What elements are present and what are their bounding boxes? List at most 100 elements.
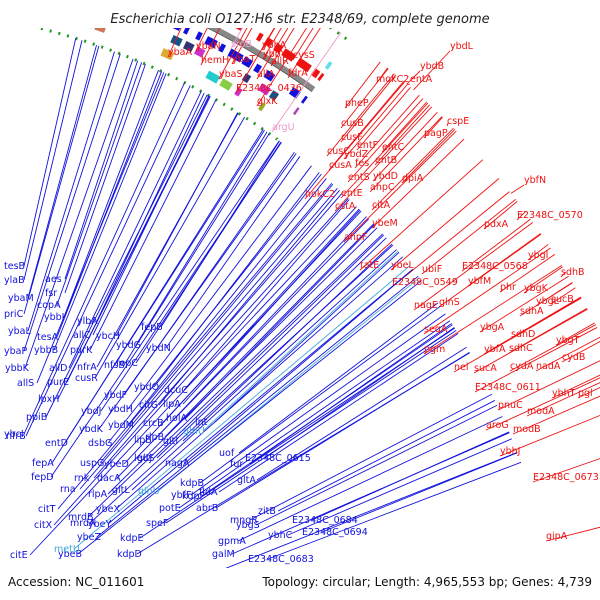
gene-label-reverse: ylbA	[77, 316, 98, 327]
gene-label-forward: citA	[372, 200, 391, 211]
reverse-leader	[201, 324, 453, 497]
forward-leader	[167, 28, 182, 58]
cog-reverse-block	[170, 34, 183, 47]
forward-cds-block	[206, 8, 212, 11]
gene-label-reverse: allC	[73, 330, 91, 341]
reverse-leader	[93, 192, 343, 479]
reverse-leader	[56, 71, 163, 338]
cog-inner-block	[258, 102, 266, 112]
forward-cds-block	[263, 37, 274, 48]
reverse-cds-block	[227, 48, 244, 63]
gene-label-reverse: galM	[212, 549, 235, 560]
gene-label-reverse: nagA	[165, 458, 190, 469]
gene-label-reverse: ybbK	[5, 363, 30, 374]
cog-reverse-block	[257, 83, 271, 96]
gene-label-forward: sdhB	[561, 267, 585, 278]
gene-label-forward: E2348C_0436	[236, 83, 302, 94]
gene-label-reverse: nfrA	[77, 362, 97, 373]
forward-cds-block	[295, 57, 312, 73]
cog-forward-block	[324, 61, 333, 70]
gene-label-forward: pagP	[424, 128, 448, 139]
reverse-leader	[51, 129, 265, 464]
gene-label-forward: ybdD	[373, 171, 398, 182]
gene-label-forward: ybdB	[420, 61, 444, 72]
gene-label-forward: pgm	[424, 344, 445, 355]
reverse-cds-block	[204, 36, 218, 49]
cog-inner-block	[205, 70, 221, 84]
plot-area: 400 kbp450 kbp500 kbp550 kbp600 kbp650 k…	[4, 2, 600, 568]
reverse-leader	[36, 72, 165, 384]
gene-label-reverse: ybdG	[116, 340, 141, 351]
gene-label-reverse: gpmA	[218, 536, 246, 547]
gene-label-reverse: aes	[45, 274, 62, 285]
gene-label-reverse: fepC	[116, 358, 138, 369]
gene-label-reverse: dcuC	[164, 385, 188, 396]
gene-label-forward: sroB	[231, 39, 252, 50]
forward-leader	[371, 138, 465, 229]
reverse-leader	[153, 216, 367, 441]
reverse-leader	[255, 404, 498, 526]
reverse-leader	[321, 452, 518, 533]
gene-label-reverse: crcB	[143, 418, 164, 429]
gene-label-reverse: citE	[10, 550, 28, 561]
forward-leader	[483, 296, 582, 355]
forward-leader	[423, 247, 551, 335]
gene-label-forward: ybhT	[552, 388, 576, 399]
forward-leader	[200, 28, 221, 66]
gene-label-reverse: ybaP	[4, 346, 27, 357]
gene-label-forward: modA	[527, 406, 555, 417]
reverse-leader	[100, 142, 282, 412]
forward-leader	[231, 28, 253, 65]
reverse-cds-block	[195, 31, 203, 41]
forward-leader	[413, 222, 534, 311]
gene-label-forward: pnuC	[498, 400, 523, 411]
forward-leader	[461, 218, 531, 272]
forward-leader	[406, 70, 421, 85]
reverse-leader	[23, 45, 100, 315]
gene-label-reverse: ybeD	[104, 459, 129, 470]
gene-label-reverse: E2348C_0684	[292, 515, 358, 526]
gene-label-forward: ybbY	[263, 49, 287, 60]
accession-label: Accession: NC_011601	[8, 575, 144, 589]
gene-label-reverse: uspG	[80, 458, 104, 469]
forward-leader	[453, 297, 582, 373]
forward-leader	[499, 414, 600, 457]
cog-inner-block	[7, 2, 20, 5]
forward-leader	[391, 191, 510, 288]
forward-cds-block	[310, 68, 321, 79]
gene-label-forward: hemH	[201, 55, 229, 66]
reverse-leader	[27, 51, 115, 332]
reverse-cds-block	[300, 95, 308, 104]
forward-leader	[512, 395, 600, 435]
reverse-leader	[218, 333, 459, 493]
gene-label-reverse: metU	[54, 544, 80, 555]
reverse-leader	[256, 346, 467, 481]
forward-leader	[343, 84, 408, 160]
reverse-leader	[115, 256, 404, 510]
gene-label-reverse: ylaB	[4, 275, 25, 286]
gene-label-reverse: rlpB	[145, 432, 164, 443]
forward-leader	[262, 28, 282, 60]
reverse-cds-block	[263, 70, 276, 82]
forward-leader	[372, 111, 438, 182]
gene-label-reverse: ybbB	[34, 345, 58, 356]
reverse-leader	[50, 140, 280, 478]
gene-label-forward: ybgI	[528, 250, 548, 261]
gene-label-reverse: fsr	[45, 288, 57, 299]
reverse-cds-block	[126, 5, 136, 9]
gene-label-reverse: ybeZ	[77, 532, 101, 543]
reverse-leader	[23, 40, 83, 281]
gene-label-forward: E2348C_0570	[517, 210, 583, 221]
gene-label-forward: cydB	[562, 352, 585, 363]
gene-label-forward: ybbA	[262, 40, 287, 51]
forward-leader	[230, 28, 243, 50]
forward-leader	[423, 116, 443, 139]
gene-label-forward: nadA	[536, 361, 561, 372]
gene-label-forward: allR	[271, 56, 289, 67]
reverse-leader	[23, 53, 121, 352]
gene-label-reverse: citG	[139, 400, 158, 411]
gene-label-reverse: potE	[159, 503, 181, 514]
gene-label-reverse: nfsB	[104, 360, 125, 371]
cog-reverse-block	[193, 46, 206, 58]
